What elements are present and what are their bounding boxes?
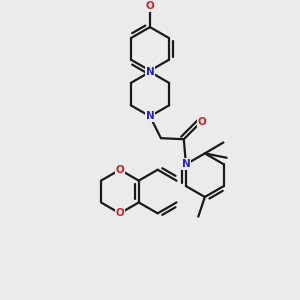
Text: N: N — [146, 67, 154, 77]
Text: O: O — [146, 1, 154, 11]
Text: O: O — [116, 165, 124, 175]
Text: O: O — [198, 117, 207, 127]
Text: N: N — [146, 111, 154, 122]
Text: N: N — [182, 159, 190, 169]
Text: O: O — [116, 208, 124, 218]
